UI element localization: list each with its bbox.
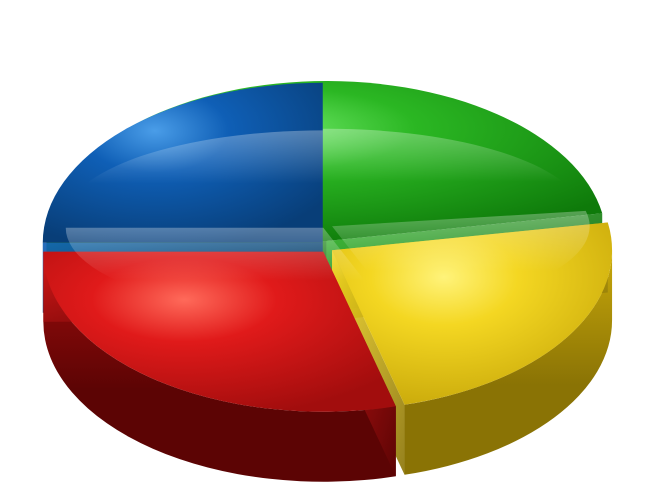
pie-3d-chart: [0, 0, 647, 500]
slice-red: [43, 228, 395, 482]
